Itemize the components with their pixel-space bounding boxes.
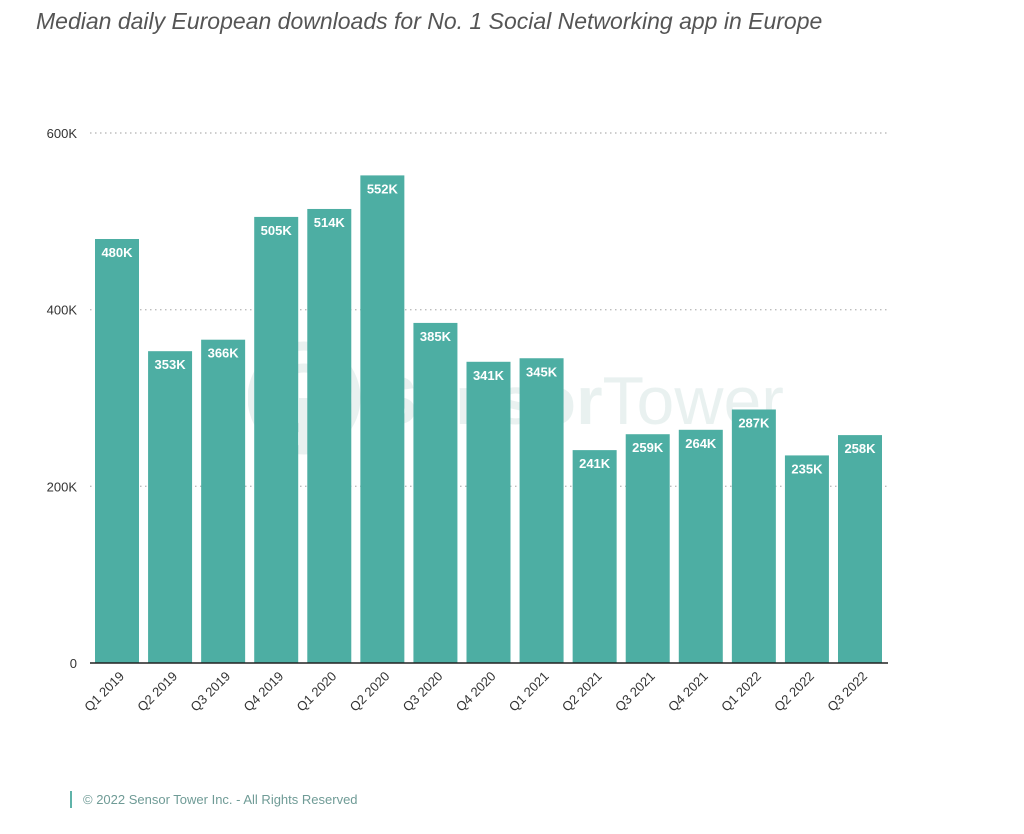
bar-value-label: 552K bbox=[367, 181, 399, 196]
bar-value-label: 259K bbox=[632, 440, 664, 455]
bar bbox=[148, 351, 193, 663]
x-tick-label: Q1 2020 bbox=[294, 669, 340, 715]
x-tick-label: Q4 2020 bbox=[453, 669, 499, 715]
x-tick-label: Q3 2021 bbox=[612, 669, 658, 715]
x-tick-label: Q1 2022 bbox=[718, 669, 764, 715]
x-tick-label: Q3 2020 bbox=[400, 669, 446, 715]
bar-value-label: 366K bbox=[208, 346, 240, 361]
bar-value-label: 385K bbox=[420, 329, 452, 344]
bar bbox=[731, 409, 776, 663]
bar bbox=[678, 429, 723, 663]
x-tick-label: Q1 2021 bbox=[506, 669, 552, 715]
bar bbox=[307, 208, 352, 663]
bar-value-label: 258K bbox=[844, 441, 876, 456]
bar bbox=[519, 358, 564, 663]
x-tick-label: Q3 2019 bbox=[187, 669, 233, 715]
bar-value-label: 345K bbox=[526, 364, 558, 379]
y-tick-label: 600K bbox=[47, 126, 78, 141]
x-tick-label: Q2 2021 bbox=[559, 669, 605, 715]
y-tick-label: 200K bbox=[47, 479, 78, 494]
y-tick-label: 0 bbox=[70, 656, 77, 671]
x-tick-label: Q2 2022 bbox=[771, 669, 817, 715]
bar-value-label: 264K bbox=[685, 436, 717, 451]
bar bbox=[360, 175, 405, 663]
y-tick-label: 400K bbox=[47, 303, 78, 318]
x-tick-label: Q2 2019 bbox=[134, 669, 180, 715]
bar-value-label: 480K bbox=[101, 245, 133, 260]
bar bbox=[201, 339, 246, 663]
bar bbox=[625, 434, 670, 663]
x-tick-label: Q1 2019 bbox=[81, 669, 127, 715]
chart-title: Median daily European downloads for No. … bbox=[36, 8, 823, 34]
bar-value-label: 241K bbox=[579, 456, 611, 471]
bar-value-label: 341K bbox=[473, 368, 505, 383]
bar bbox=[838, 435, 882, 663]
x-tick-label: Q4 2019 bbox=[240, 669, 286, 715]
footer-accent-bar bbox=[70, 790, 72, 808]
bar-value-label: 235K bbox=[791, 461, 823, 476]
bar-value-label: 353K bbox=[155, 357, 187, 372]
bar bbox=[466, 361, 511, 663]
bar bbox=[784, 455, 829, 663]
bar-value-label: 505K bbox=[261, 223, 293, 238]
bar-value-label: 287K bbox=[738, 415, 770, 430]
copyright-text: © 2022 Sensor Tower Inc. - All Rights Re… bbox=[83, 791, 358, 807]
bar bbox=[254, 216, 299, 663]
x-tick-label: Q3 2022 bbox=[824, 669, 870, 715]
x-tick-label: Q2 2020 bbox=[347, 669, 393, 715]
x-tick-label: Q4 2021 bbox=[665, 669, 711, 715]
footer: © 2022 Sensor Tower Inc. - All Rights Re… bbox=[70, 790, 358, 808]
bar-value-label: 514K bbox=[314, 215, 346, 230]
bar bbox=[572, 450, 617, 663]
bar bbox=[95, 239, 139, 663]
bar bbox=[413, 322, 458, 663]
